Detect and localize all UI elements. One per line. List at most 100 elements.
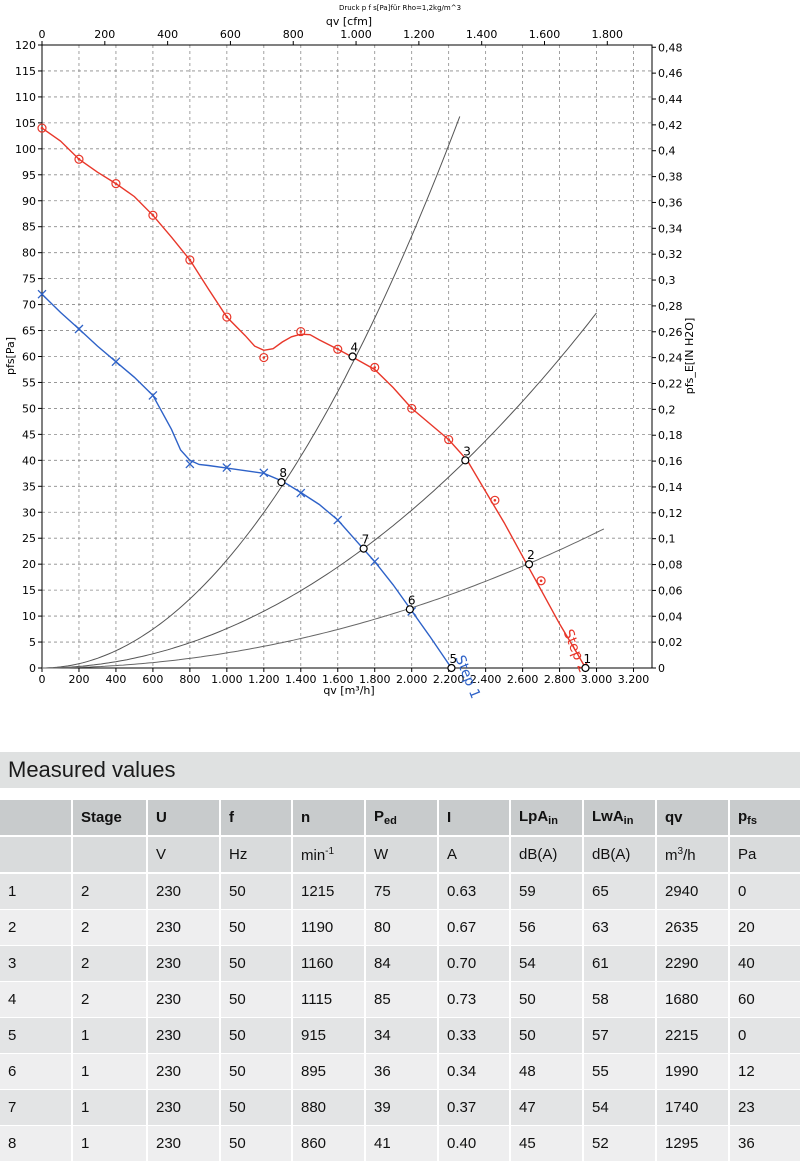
table-cell: 0.73	[437, 981, 510, 1018]
table-cell: 915	[291, 1017, 365, 1054]
series-marker	[111, 357, 121, 367]
table-row: 2 2 230 50 1190 80 0.67 56 63 2635 20	[0, 909, 800, 946]
table-cell: 230	[146, 1089, 220, 1126]
y-tick-label: 75	[22, 273, 36, 286]
y2-tick-label: 0,1	[658, 533, 676, 546]
table-cell: 40	[728, 945, 800, 982]
operating-point-marker	[405, 605, 414, 614]
table-cell: 39	[364, 1089, 438, 1126]
series-marker-dot	[539, 579, 543, 583]
series-marker	[74, 324, 84, 334]
table-cell: 2	[71, 873, 147, 910]
y-tick-label: 110	[15, 91, 36, 104]
series-marker	[148, 210, 158, 220]
header-cell: n	[291, 800, 365, 837]
operating-point-marker	[581, 663, 590, 673]
header-cell: Ped	[364, 800, 438, 837]
table-cell: 59	[509, 873, 583, 910]
table-cell: 0.40	[437, 1125, 510, 1162]
y-tick-label: 120	[15, 39, 36, 52]
table-cell: 54	[582, 1089, 656, 1126]
series-marker-dot	[40, 126, 44, 130]
table-cell: 895	[291, 1053, 365, 1090]
table-row: 5 1 230 50 915 34 0.33 50 57 2215 0	[0, 1017, 800, 1054]
unit-text: W	[374, 846, 389, 863]
unit-text: Pa	[738, 846, 757, 863]
x-tick-label: 0	[39, 673, 46, 686]
table-cell: 230	[146, 1125, 220, 1162]
x-tick-label: 1.400	[285, 673, 317, 686]
table-cell: 0.34	[437, 1053, 510, 1090]
operating-point-marker	[348, 352, 357, 361]
table-cell: 75	[364, 873, 438, 910]
table-cell: 36	[364, 1053, 438, 1090]
table-row: 8 1 230 50 860 41 0.40 45 52 1295 36	[0, 1125, 800, 1162]
series-marker	[444, 434, 454, 445]
header-subscript: ed	[384, 815, 397, 827]
table-cell: 54	[509, 945, 583, 982]
table-cell: 0.63	[437, 873, 510, 910]
x-tick-label: 800	[179, 673, 200, 686]
x-tick-label: 2.000	[396, 673, 428, 686]
header-text: LwA	[592, 808, 624, 825]
header-text: I	[447, 809, 452, 826]
chart-caption: Druck p f s[Pa]für Rho=1,2kg/m^3	[339, 4, 461, 12]
fan-performance-chart: 0 200 400 600 800 1.000 1.200 1.400 1.600 1.800 2.…	[4, 4, 696, 701]
table-cell: 2940	[655, 873, 729, 910]
unit-text: dB(A)	[519, 846, 558, 863]
table-cell: 8	[0, 1125, 72, 1162]
y2-tick-label: 0,16	[658, 455, 683, 468]
table-cell: 1190	[291, 909, 365, 946]
table-cell: 880	[291, 1089, 365, 1126]
y2-tick-label: 0,12	[658, 507, 683, 520]
table-cell: 0.70	[437, 945, 510, 982]
series-marker-dot	[114, 182, 118, 185]
series-marker	[536, 576, 546, 586]
x-tick-label: 2.800	[544, 673, 576, 686]
table-cell: 230	[146, 909, 220, 946]
operating-point-label: 8	[279, 466, 287, 480]
series-marker-dot	[336, 347, 340, 351]
table-cell: 55	[582, 1053, 656, 1090]
operating-point-marker	[447, 663, 456, 673]
table-cell: 50	[509, 981, 583, 1018]
header-cell: qv	[655, 800, 729, 837]
y2-tick-label: 0,44	[658, 93, 683, 106]
series-marker	[148, 390, 158, 400]
unit-cell	[71, 836, 147, 874]
x-tick-label: 1.600	[322, 673, 354, 686]
series-marker	[370, 557, 380, 567]
plot-area	[42, 45, 652, 668]
header-cell: LwAin	[582, 800, 656, 837]
y2-tick-label: 0,06	[658, 584, 683, 597]
unit-text: V	[156, 846, 167, 863]
series-marker-dot	[77, 157, 81, 161]
x-axis-title: qv [m³/h]	[323, 684, 374, 697]
x-tick-label: 1.800	[359, 673, 391, 686]
table-cell: 1	[71, 1125, 147, 1162]
y-tick-label: 90	[22, 195, 36, 208]
table-cell: 50	[219, 1017, 292, 1054]
table-cell: 84	[364, 945, 438, 982]
table-cell: 41	[364, 1125, 438, 1162]
table-cell: 3	[0, 945, 72, 982]
unit-text: m	[665, 846, 678, 864]
table-cell: 58	[582, 981, 656, 1018]
table-cell: 20	[728, 909, 800, 946]
table-cell: 45	[509, 1125, 583, 1162]
header-text: U	[156, 809, 167, 826]
table-cell: 65	[582, 873, 656, 910]
table-cell: 12	[728, 1053, 800, 1090]
table-cell: 2635	[655, 909, 729, 946]
y-tick-label: 45	[22, 428, 36, 441]
y-tick-label: 5	[29, 636, 36, 649]
series-marker-dot	[299, 330, 303, 333]
x2-tick-label: 1.600	[529, 28, 561, 41]
series-marker	[185, 255, 195, 265]
table-cell: 1990	[655, 1053, 729, 1090]
y2-tick-label: 0,46	[658, 67, 683, 80]
table-cell: 2	[71, 909, 147, 946]
table-cell: 50	[219, 1089, 292, 1126]
